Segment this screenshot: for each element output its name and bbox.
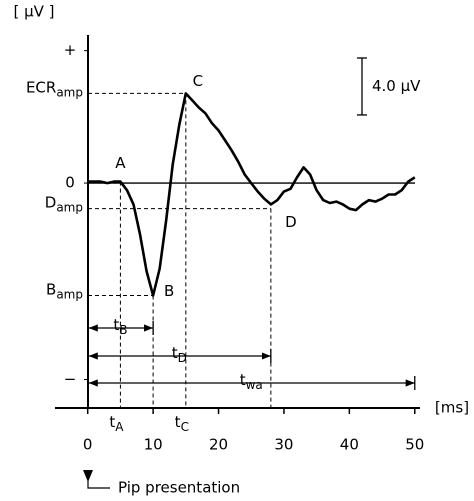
x-tick-label: 40 bbox=[340, 436, 359, 454]
waveform bbox=[87, 92, 416, 297]
point-label: B bbox=[164, 282, 174, 300]
stimulus-label: Pip presentation bbox=[118, 479, 240, 497]
x-tick-label: 30 bbox=[274, 436, 293, 454]
amplitude-label-main: D bbox=[45, 193, 57, 211]
y-tick-label: − bbox=[64, 370, 77, 388]
x-tick-label: 0 bbox=[83, 436, 93, 454]
y-tick-label: + bbox=[64, 41, 77, 59]
interval-label: twa bbox=[240, 371, 263, 392]
point-label: C bbox=[193, 72, 203, 90]
x-tick-label: 10 bbox=[144, 436, 163, 454]
amplitude-label-main: B bbox=[46, 280, 56, 298]
interval-label: tD bbox=[172, 344, 187, 365]
interval-label-main: t bbox=[240, 371, 246, 389]
amplitude-label-sub: amp bbox=[56, 287, 83, 301]
latency-label-sub: C bbox=[181, 420, 189, 434]
y-tick-label: 0 bbox=[65, 174, 75, 192]
x-tick-label: 50 bbox=[405, 436, 424, 454]
scale-label: 4.0 µV bbox=[372, 77, 421, 95]
interval-label-sub: wa bbox=[246, 378, 263, 392]
x-axis-label: [ms] bbox=[435, 399, 469, 417]
interval-label: tB bbox=[113, 316, 127, 337]
point-label: A bbox=[115, 154, 126, 172]
point-label: D bbox=[285, 213, 297, 231]
amplitude-label-main: ECR bbox=[26, 78, 56, 96]
x-tick-label: 20 bbox=[209, 436, 228, 454]
latency-label: tA bbox=[109, 413, 124, 434]
latency-label-sub: A bbox=[115, 420, 124, 434]
amplitude-label: ECRamp bbox=[26, 78, 83, 99]
interval-label-main: t bbox=[113, 316, 119, 334]
interval-label-sub: B bbox=[119, 323, 127, 337]
y-axis-label: [ µV ] bbox=[13, 3, 54, 21]
amplitude-label-sub: amp bbox=[56, 85, 83, 99]
interval-label-main: t bbox=[172, 344, 178, 362]
amplitude-label: Damp bbox=[45, 193, 83, 214]
amplitude-label: Bamp bbox=[46, 280, 83, 301]
stimulus-line bbox=[87, 470, 110, 489]
amplitude-label-sub: amp bbox=[56, 200, 83, 214]
latency-label-main: t bbox=[175, 413, 181, 431]
latency-label: tC bbox=[175, 413, 189, 434]
latency-label-main: t bbox=[109, 413, 115, 431]
interval-label-sub: D bbox=[178, 351, 187, 365]
